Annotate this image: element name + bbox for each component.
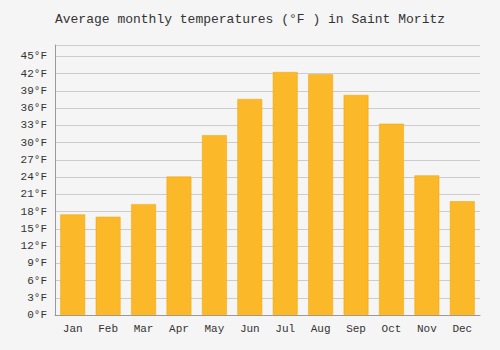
svg-text:Jul: Jul <box>275 323 295 335</box>
svg-text:39°F: 39°F <box>21 85 47 97</box>
svg-text:May: May <box>204 323 224 335</box>
svg-text:27°F: 27°F <box>21 154 47 166</box>
svg-text:Apr: Apr <box>169 323 189 335</box>
svg-text:Jun: Jun <box>240 323 260 335</box>
svg-text:15°F: 15°F <box>21 223 47 235</box>
svg-text:18°F: 18°F <box>21 206 47 218</box>
svg-text:Average monthly temperatures (: Average monthly temperatures (°F ) in Sa… <box>55 12 445 27</box>
svg-text:Oct: Oct <box>382 323 402 335</box>
svg-text:30°F: 30°F <box>21 137 47 149</box>
svg-text:12°F: 12°F <box>21 240 47 252</box>
svg-text:Dec: Dec <box>452 323 472 335</box>
svg-text:42°F: 42°F <box>21 68 47 80</box>
svg-text:3°F: 3°F <box>27 292 47 304</box>
svg-text:36°F: 36°F <box>21 102 47 114</box>
svg-text:Feb: Feb <box>98 323 118 335</box>
svg-text:33°F: 33°F <box>21 119 47 131</box>
svg-text:Sep: Sep <box>346 323 366 335</box>
svg-text:Nov: Nov <box>417 323 437 335</box>
svg-text:24°F: 24°F <box>21 171 47 183</box>
svg-text:21°F: 21°F <box>21 188 47 200</box>
svg-text:0°F: 0°F <box>27 309 47 321</box>
svg-text:Aug: Aug <box>311 323 331 335</box>
svg-text:45°F: 45°F <box>21 50 47 62</box>
svg-text:Jan: Jan <box>63 323 83 335</box>
svg-text:9°F: 9°F <box>27 257 47 269</box>
svg-text:Mar: Mar <box>134 323 154 335</box>
svg-text:6°F: 6°F <box>27 275 47 287</box>
